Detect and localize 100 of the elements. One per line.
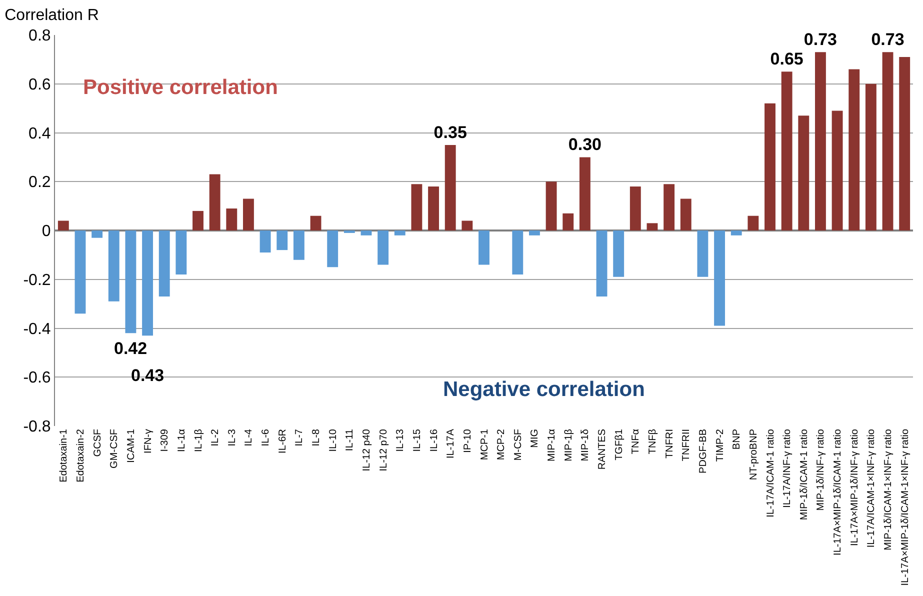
x-tick-label: IL-12 p40 (361, 428, 372, 472)
bar (142, 230, 153, 336)
bar (243, 198, 254, 230)
bar (411, 184, 422, 230)
bar (798, 116, 810, 230)
x-tick-label: TNFβ (647, 428, 658, 454)
bar (730, 230, 742, 236)
x-tick-label: GM-CSF (109, 429, 120, 468)
bar (478, 230, 490, 265)
bar (58, 220, 69, 230)
x-tick-label: IL-2 (210, 428, 222, 446)
y-axis-title: Correlation R (4, 7, 99, 24)
x-tick-label: IL-16 (428, 428, 440, 452)
bar (125, 230, 136, 334)
x-tick-label: M-CSF (512, 429, 524, 461)
x-tick-label: IL-1β (193, 428, 204, 452)
y-tick-label: 0.6 (28, 76, 51, 94)
x-tick-label: IL-6R (277, 429, 288, 454)
x-tick-label: IL-4 (244, 428, 255, 446)
bar (310, 216, 322, 230)
bar (882, 52, 894, 230)
x-tick-label: TNFRI (664, 429, 676, 458)
x-tick-label: MIP-1δ/ICAM-1 ratio (798, 428, 810, 520)
data-label: 0.65 (770, 50, 804, 69)
bar (748, 216, 759, 230)
x-tick-label: IL-7 (294, 428, 306, 446)
x-tick-label: IL-8 (311, 428, 322, 446)
bar (158, 230, 170, 296)
bar (680, 198, 692, 230)
bar (444, 144, 456, 230)
x-tick-label: TNFα (630, 428, 642, 454)
bar (276, 230, 288, 250)
x-tick-label: MIP-1α (546, 428, 558, 462)
bar (92, 230, 103, 238)
bar (546, 182, 557, 230)
data-label: 0.73 (871, 30, 904, 50)
x-tick-label: TIMP-2 (714, 428, 726, 462)
x-tick-label: MIG (530, 428, 541, 448)
bar (848, 69, 860, 230)
bar (664, 184, 675, 230)
bar (260, 230, 271, 252)
x-tick-label: IL-10 (328, 428, 339, 452)
x-tick-label: RANTES (597, 428, 608, 470)
x-tick-label: MIP-1δ/INF-γ ratio (816, 428, 827, 511)
bar (630, 186, 641, 230)
x-tick-label: IL-12 p70 (378, 428, 390, 472)
bar (462, 220, 473, 230)
x-tick-label: IL-11 (344, 428, 356, 452)
bar (209, 174, 220, 230)
bar (428, 186, 439, 230)
annotation: Positive correlation (83, 76, 278, 99)
x-tick-label: IL-17A/INF-γ ratio (782, 428, 794, 508)
x-tick-label: MCP-1 (479, 428, 490, 460)
x-tick-label: IL-17A×MIP-1δ/ICAM-1 ratio (832, 428, 844, 556)
bar (378, 230, 389, 265)
x-tick-label: MIP-1δ/ICAM-1×INF-γ ratio (883, 428, 894, 550)
bar (764, 103, 776, 230)
bar (176, 230, 187, 274)
x-tick-label: IFN-γ (142, 429, 154, 454)
x-tick-label: I-309 (160, 428, 171, 452)
x-tick-label: MCP-2 (496, 428, 508, 460)
x-tick-label: Edotaxain-1 (58, 428, 70, 482)
bar (529, 230, 540, 236)
x-tick-label: MIP-1δ (580, 428, 592, 462)
y-tick-label: -0.4 (23, 320, 51, 338)
x-tick-label: IL-15 (412, 428, 423, 452)
x-tick-label: IL-17A (446, 428, 457, 458)
x-tick-label: IL-17A/ICAM-1 ratio (765, 428, 776, 518)
data-label: 0.35 (434, 122, 467, 142)
x-tick-label: TGFβ1 (614, 428, 625, 460)
y-tick-label: -0.6 (23, 370, 51, 387)
bar (865, 84, 876, 230)
x-tick-label: MIP-1β (563, 428, 574, 462)
bar (562, 213, 574, 230)
y-tick-label: -0.2 (23, 272, 51, 289)
bar (74, 230, 86, 314)
bar (596, 230, 608, 296)
x-tick-label: IL-17A/ICAM-1×INF-γ ratio (866, 428, 878, 548)
bar (108, 230, 120, 302)
x-tick-label: IL-6 (260, 428, 272, 446)
y-tick-label: 0.4 (28, 125, 51, 142)
y-tick-label: 0.2 (28, 174, 51, 192)
bar (579, 157, 590, 230)
x-tick-label: IL-17A×MIP-1δ/INF-γ ratio (849, 428, 860, 546)
bar (360, 230, 372, 236)
x-tick-label: PDGF-BB (698, 428, 709, 474)
data-label: 0.73 (804, 30, 838, 50)
x-tick-label: IP-10 (462, 428, 474, 453)
bar (781, 72, 792, 230)
annotation: 0.43 (131, 366, 164, 385)
bar (394, 230, 406, 236)
bar (832, 110, 843, 230)
bar (646, 223, 658, 230)
x-tick-label: NT-proBNP (748, 428, 760, 480)
bar (613, 230, 624, 277)
x-tick-label: ICAM-1 (126, 428, 137, 463)
x-tick-label: Edotaxain-2 (75, 428, 86, 482)
data-label: 0.30 (568, 135, 602, 154)
bar (512, 230, 524, 274)
y-tick-label: 0.8 (28, 28, 51, 45)
